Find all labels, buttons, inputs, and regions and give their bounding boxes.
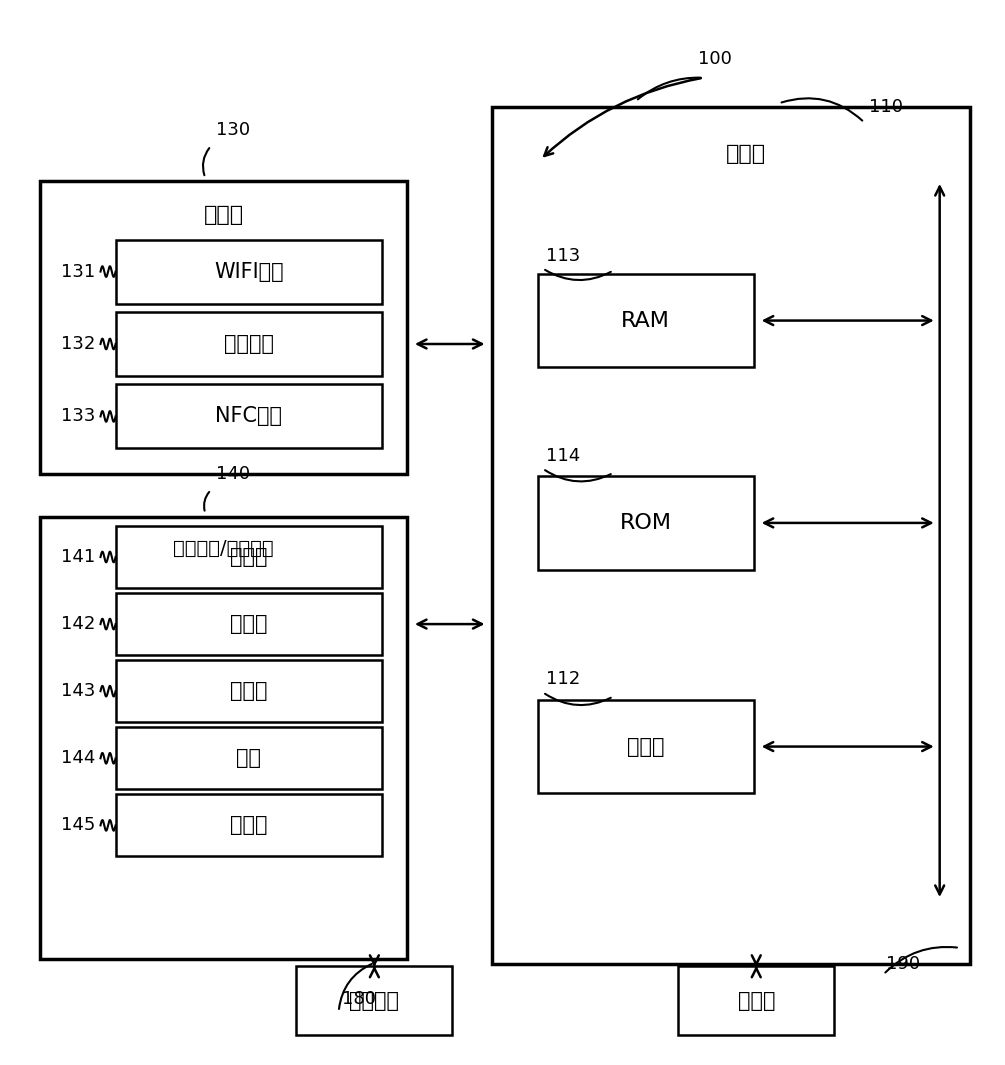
Text: 传感器: 传感器 bbox=[230, 682, 267, 701]
Text: 143: 143 bbox=[61, 683, 95, 700]
Text: 控制器: 控制器 bbox=[726, 145, 766, 164]
Text: 通信器: 通信器 bbox=[204, 206, 243, 225]
Text: 用户输入/输出接口: 用户输入/输出接口 bbox=[173, 539, 274, 558]
Text: 190: 190 bbox=[886, 955, 921, 972]
Bar bbox=[116, 727, 382, 789]
Text: 供电电源: 供电电源 bbox=[350, 990, 399, 1011]
Bar bbox=[492, 106, 970, 964]
Text: NFC模块: NFC模块 bbox=[215, 407, 282, 426]
Text: 110: 110 bbox=[869, 98, 903, 115]
Bar bbox=[538, 700, 754, 793]
Text: WIFI模块: WIFI模块 bbox=[214, 262, 283, 281]
Text: 存储器: 存储器 bbox=[738, 990, 775, 1011]
Text: 130: 130 bbox=[216, 121, 250, 138]
Bar bbox=[678, 966, 834, 1035]
Text: 100: 100 bbox=[698, 50, 733, 67]
Text: 触摸板: 触摸板 bbox=[230, 615, 267, 634]
Bar bbox=[538, 274, 754, 367]
Text: RAM: RAM bbox=[621, 311, 670, 330]
Bar bbox=[40, 517, 407, 958]
Text: 132: 132 bbox=[61, 335, 95, 353]
Bar bbox=[538, 476, 754, 570]
Text: 114: 114 bbox=[546, 447, 580, 464]
Bar bbox=[116, 240, 382, 304]
Text: 141: 141 bbox=[61, 548, 95, 566]
Text: ROM: ROM bbox=[620, 513, 671, 532]
Text: 蓝牙模块: 蓝牙模块 bbox=[224, 334, 273, 354]
Bar bbox=[116, 384, 382, 448]
Text: 麦克风: 麦克风 bbox=[230, 547, 267, 567]
Text: 按键: 按键 bbox=[236, 749, 261, 768]
Text: 145: 145 bbox=[61, 817, 95, 834]
Text: 133: 133 bbox=[61, 408, 95, 425]
Text: 113: 113 bbox=[546, 247, 580, 264]
Text: 处理器: 处理器 bbox=[627, 737, 664, 756]
Text: 142: 142 bbox=[61, 616, 95, 633]
Text: 140: 140 bbox=[216, 465, 250, 482]
Text: 131: 131 bbox=[61, 263, 95, 280]
Bar bbox=[40, 181, 407, 474]
Text: 112: 112 bbox=[546, 671, 580, 688]
Text: 144: 144 bbox=[61, 750, 95, 767]
Bar bbox=[116, 794, 382, 856]
Text: 摄像头: 摄像头 bbox=[230, 816, 267, 835]
Bar bbox=[116, 660, 382, 722]
Bar bbox=[116, 312, 382, 376]
Bar bbox=[296, 966, 452, 1035]
Text: 180: 180 bbox=[342, 990, 376, 1007]
Bar bbox=[116, 526, 382, 588]
Bar bbox=[116, 593, 382, 655]
